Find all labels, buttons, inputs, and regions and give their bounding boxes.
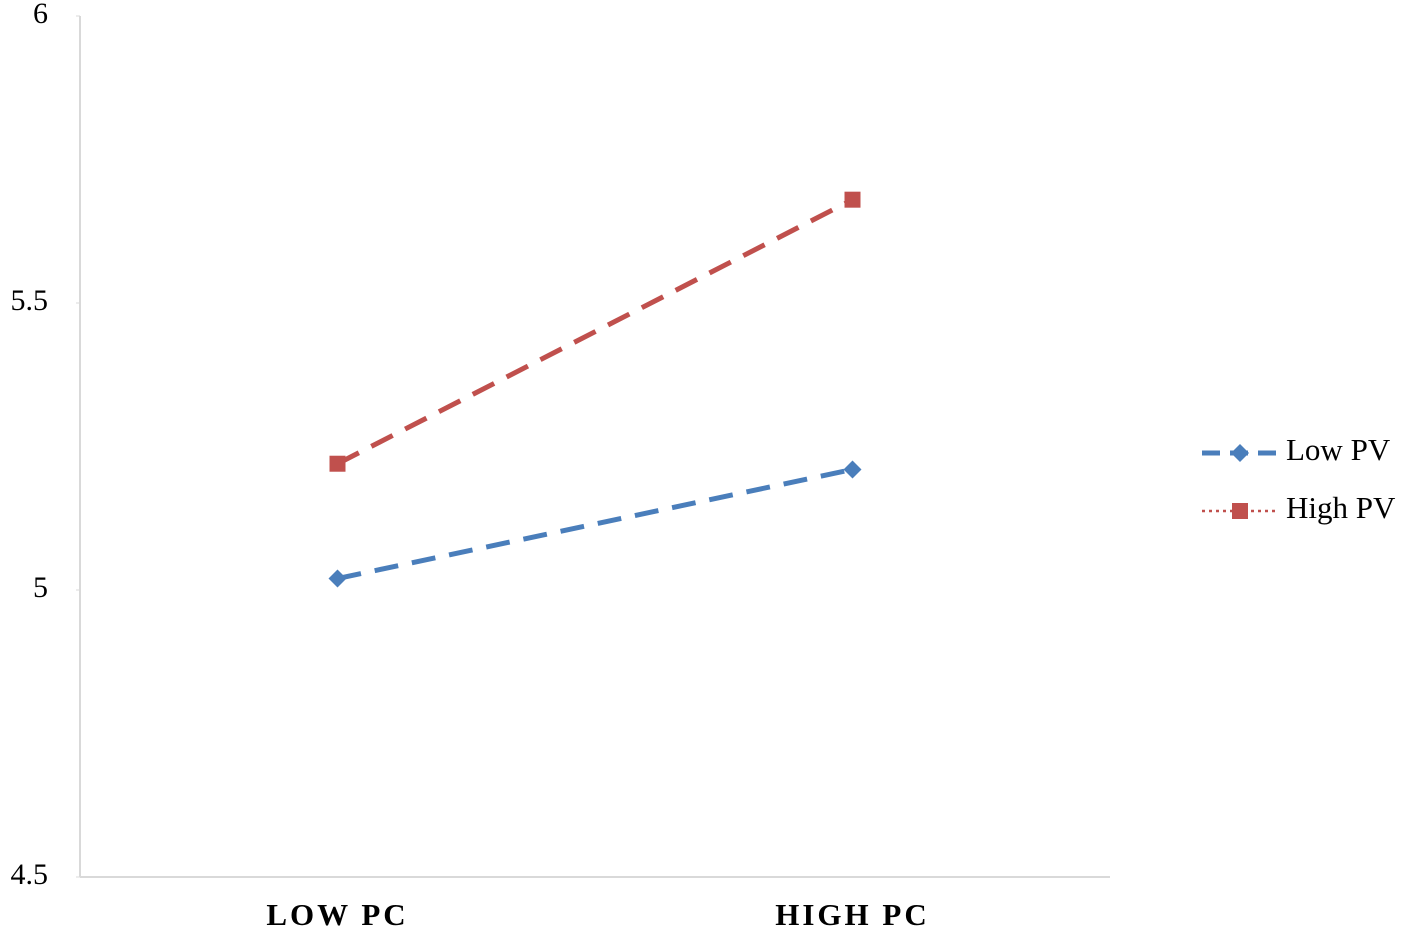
legend-label: High PV	[1286, 490, 1396, 525]
marker	[844, 191, 861, 208]
legend-label: Low PV	[1286, 432, 1391, 467]
series-line	[336, 467, 854, 581]
y-tick-label: 5.5	[11, 284, 49, 317]
x-tick-label: LOW PC	[266, 897, 408, 932]
marker	[843, 460, 862, 479]
legend-marker	[1232, 503, 1248, 519]
series-line	[336, 197, 854, 466]
x-tick-label: HIGH PC	[775, 897, 929, 932]
marker	[329, 455, 346, 472]
y-tick-label: 6	[33, 0, 48, 30]
marker	[328, 569, 347, 588]
legend-marker	[1231, 444, 1249, 462]
y-tick-label: 4.5	[11, 858, 49, 891]
y-tick-label: 5	[33, 571, 48, 604]
